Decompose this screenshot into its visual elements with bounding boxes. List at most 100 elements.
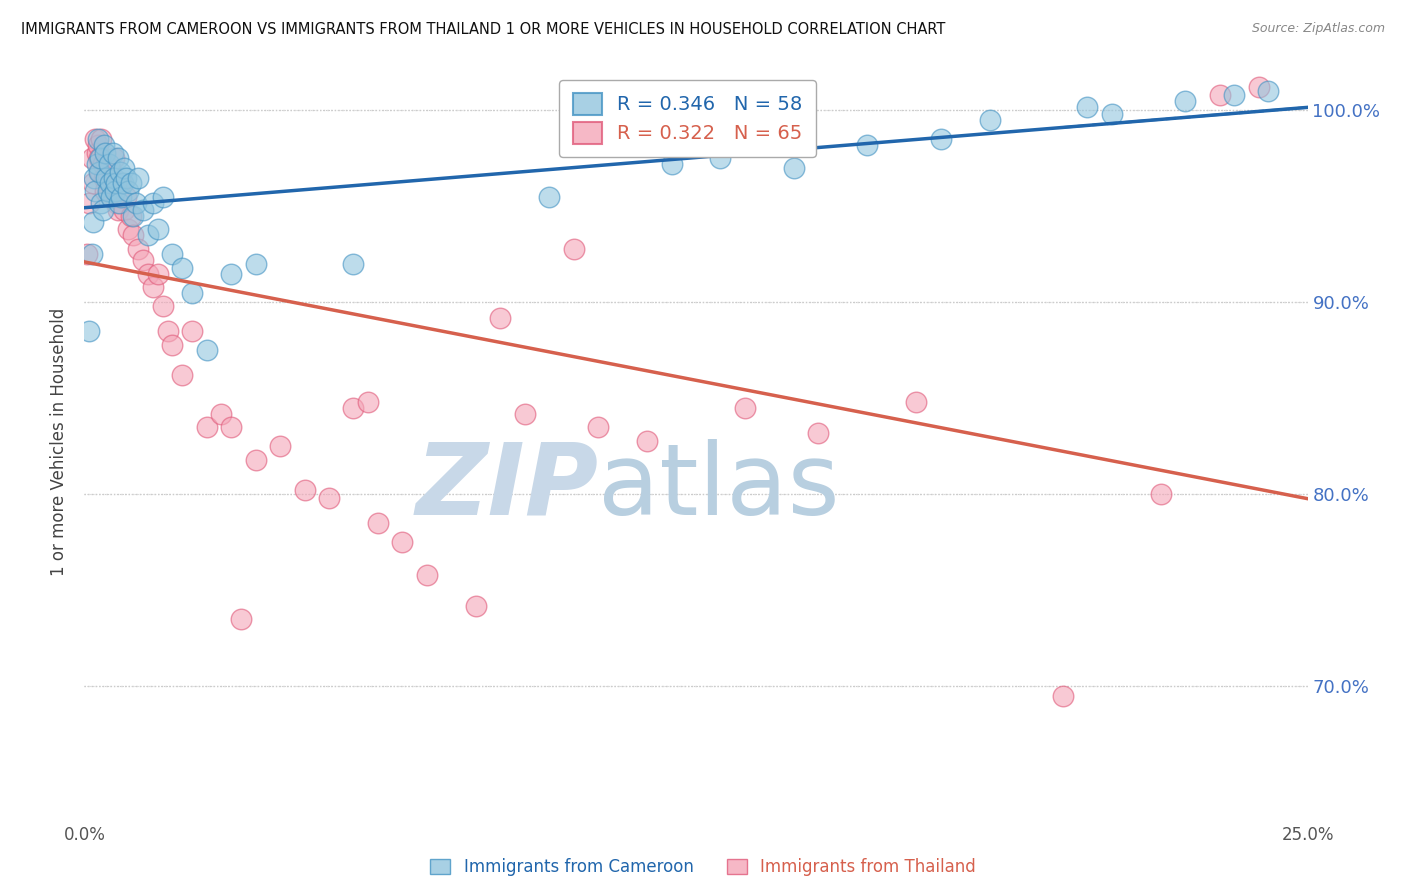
- Point: [108, 165, 131, 179]
- Point: [146, 222, 169, 236]
- Point: [136, 228, 159, 243]
- Point: [1150, 487, 1173, 501]
- Point: [117, 184, 139, 198]
- Point: [269, 439, 291, 453]
- Legend: Immigrants from Cameroon, Immigrants from Thailand: Immigrants from Cameroon, Immigrants fro…: [423, 852, 983, 883]
- Point: [87, 165, 110, 179]
- Point: [107, 195, 129, 210]
- Point: [89, 152, 111, 166]
- Point: [734, 401, 756, 415]
- Point: [1101, 107, 1123, 121]
- Point: [77, 324, 100, 338]
- Point: [156, 324, 179, 338]
- Point: [357, 395, 380, 409]
- Point: [181, 285, 204, 300]
- Point: [105, 195, 128, 210]
- Point: [97, 170, 120, 185]
- Point: [122, 228, 145, 243]
- Point: [219, 267, 242, 281]
- Point: [905, 395, 928, 409]
- Point: [1223, 88, 1246, 103]
- Point: [464, 599, 486, 613]
- Point: [91, 203, 114, 218]
- Point: [84, 132, 107, 146]
- Point: [929, 132, 952, 146]
- Point: [142, 195, 165, 210]
- Point: [229, 612, 252, 626]
- Point: [538, 190, 561, 204]
- Point: [86, 157, 108, 171]
- Point: [107, 203, 129, 218]
- Point: [1052, 689, 1074, 703]
- Point: [91, 157, 114, 171]
- Point: [77, 195, 100, 210]
- Point: [111, 177, 134, 191]
- Point: [245, 452, 267, 467]
- Point: [661, 157, 683, 171]
- Point: [86, 145, 108, 160]
- Point: [104, 184, 127, 198]
- Point: [127, 242, 149, 256]
- Point: [120, 177, 142, 191]
- Point: [110, 190, 132, 204]
- Point: [84, 184, 107, 198]
- Point: [1076, 99, 1098, 113]
- Point: [562, 242, 585, 256]
- Point: [146, 267, 169, 281]
- Point: [636, 434, 658, 448]
- Point: [342, 257, 364, 271]
- Point: [112, 203, 135, 218]
- Point: [96, 170, 118, 185]
- Point: [94, 145, 117, 160]
- Point: [783, 161, 806, 175]
- Point: [94, 184, 117, 198]
- Point: [172, 260, 194, 275]
- Point: [112, 161, 135, 175]
- Point: [82, 177, 104, 191]
- Point: [1174, 94, 1197, 108]
- Point: [93, 170, 115, 185]
- Point: [93, 138, 115, 153]
- Point: [120, 209, 142, 223]
- Point: [152, 299, 174, 313]
- Point: [1247, 80, 1270, 95]
- Point: [1208, 88, 1230, 103]
- Point: [87, 132, 110, 146]
- Point: [125, 195, 148, 210]
- Point: [101, 177, 124, 191]
- Point: [136, 267, 159, 281]
- Point: [181, 324, 204, 338]
- Point: [367, 516, 389, 530]
- Point: [195, 420, 218, 434]
- Point: [807, 425, 830, 440]
- Text: IMMIGRANTS FROM CAMEROON VS IMMIGRANTS FROM THAILAND 1 OR MORE VEHICLES IN HOUSE: IMMIGRANTS FROM CAMEROON VS IMMIGRANTS F…: [21, 22, 945, 37]
- Point: [709, 152, 731, 166]
- Point: [122, 209, 145, 223]
- Text: ZIP: ZIP: [415, 439, 598, 535]
- Point: [97, 184, 120, 198]
- Point: [110, 177, 132, 191]
- Point: [391, 535, 413, 549]
- Point: [90, 132, 112, 146]
- Point: [127, 170, 149, 185]
- Point: [586, 420, 609, 434]
- Point: [105, 177, 128, 191]
- Point: [115, 190, 138, 204]
- Point: [342, 401, 364, 415]
- Point: [89, 165, 111, 179]
- Point: [100, 190, 122, 204]
- Point: [90, 195, 112, 210]
- Point: [98, 177, 121, 191]
- Text: atlas: atlas: [598, 439, 839, 535]
- Text: Source: ZipAtlas.com: Source: ZipAtlas.com: [1251, 22, 1385, 36]
- Point: [152, 190, 174, 204]
- Point: [103, 170, 125, 185]
- Point: [245, 257, 267, 271]
- Legend: R = 0.346   N = 58, R = 0.322   N = 65: R = 0.346 N = 58, R = 0.322 N = 65: [560, 79, 815, 157]
- Point: [162, 247, 184, 261]
- Point: [856, 138, 879, 153]
- Point: [489, 310, 512, 325]
- Point: [416, 568, 439, 582]
- Point: [162, 337, 184, 351]
- Point: [107, 152, 129, 166]
